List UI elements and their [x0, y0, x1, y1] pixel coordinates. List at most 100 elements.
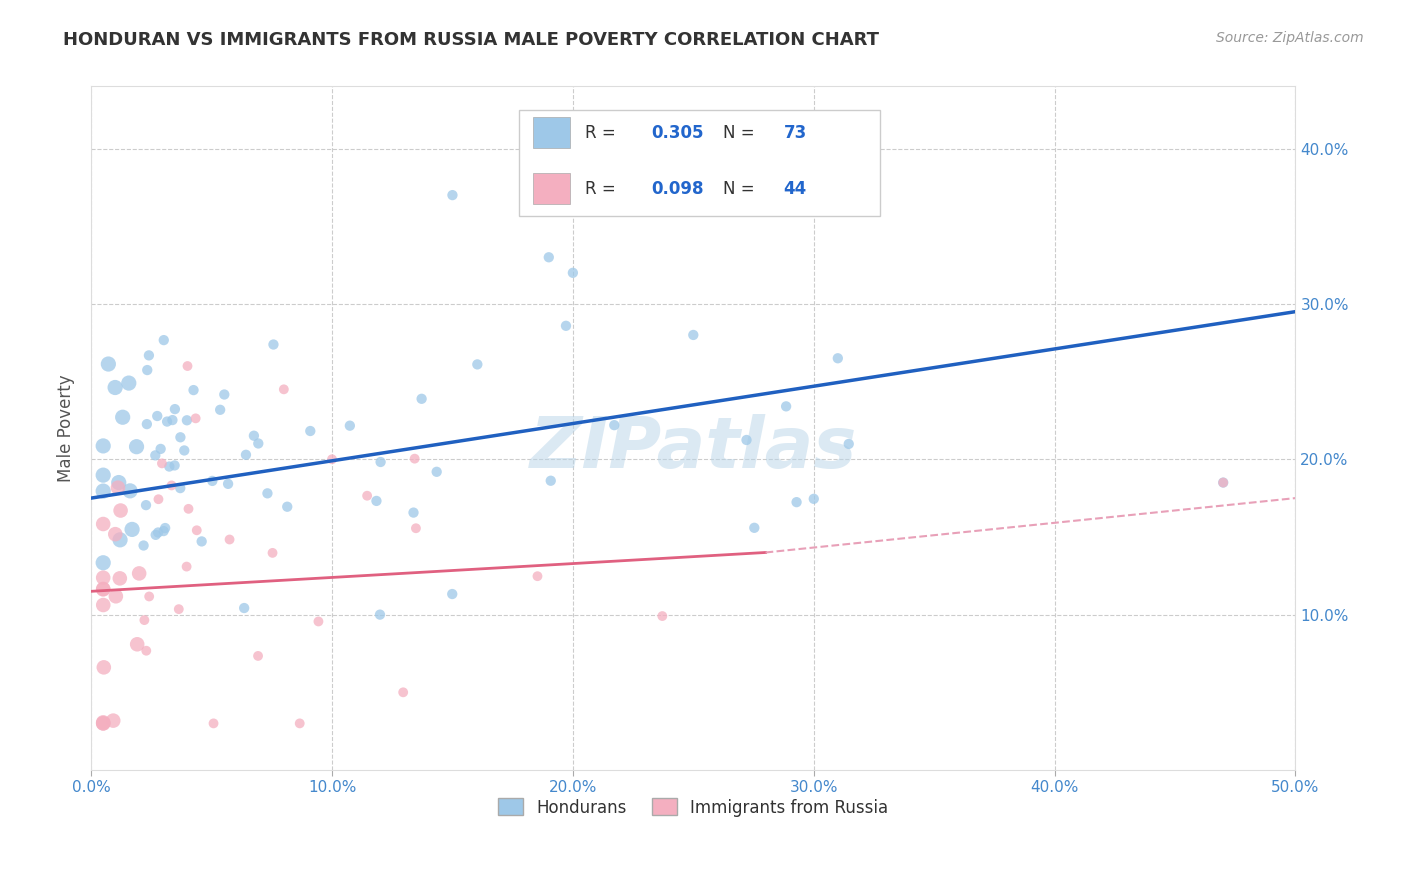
Point [104, 380, 127, 394]
Point [91, 715, 114, 730]
Point [173, 443, 195, 458]
Point [273, 382, 295, 396]
Point [150, 456, 173, 470]
Point [153, 521, 176, 535]
Point [1212, 475, 1234, 490]
Point [135, 498, 157, 512]
Point [209, 402, 232, 417]
Point [405, 521, 427, 535]
Point [243, 428, 266, 442]
Text: 0.305: 0.305 [651, 123, 703, 142]
Point [392, 685, 415, 699]
Point [682, 328, 704, 343]
Point [1212, 475, 1234, 490]
Text: ZIPatlas: ZIPatlas [530, 414, 858, 483]
Point [177, 501, 200, 516]
Point [145, 528, 167, 542]
Point [169, 481, 191, 495]
Point [526, 569, 548, 583]
Text: 73: 73 [783, 123, 807, 142]
Point [214, 387, 236, 401]
Point [370, 455, 392, 469]
Point [247, 436, 270, 450]
Point [169, 430, 191, 444]
Point [184, 411, 207, 425]
Point [167, 602, 190, 616]
Point [110, 503, 132, 517]
Point [555, 318, 578, 333]
Text: 0.098: 0.098 [651, 179, 703, 197]
Point [91, 716, 114, 731]
Point [132, 539, 155, 553]
Point [262, 337, 284, 351]
Point [603, 418, 626, 433]
Point [152, 333, 174, 347]
Point [91, 484, 114, 499]
Point [157, 459, 180, 474]
Point [201, 474, 224, 488]
Point [91, 571, 114, 585]
Point [91, 598, 114, 612]
Point [368, 607, 391, 622]
Point [143, 449, 166, 463]
Point [218, 533, 240, 547]
Point [651, 609, 673, 624]
Point [108, 533, 131, 547]
Point [91, 582, 114, 597]
Point [786, 495, 808, 509]
Text: 44: 44 [783, 179, 807, 197]
Point [135, 644, 157, 658]
Point [288, 716, 311, 731]
FancyBboxPatch shape [533, 117, 571, 148]
Point [138, 590, 160, 604]
Point [321, 452, 343, 467]
Point [299, 424, 322, 438]
Point [366, 494, 388, 508]
Point [176, 413, 198, 427]
FancyBboxPatch shape [533, 173, 571, 204]
Point [91, 439, 114, 453]
Point [256, 486, 278, 500]
Point [233, 601, 256, 615]
Point [93, 660, 115, 674]
Point [91, 582, 114, 596]
Point [467, 358, 489, 372]
Point [247, 648, 270, 663]
Point [186, 523, 208, 537]
Point [104, 589, 127, 603]
Point [163, 402, 186, 417]
Point [134, 613, 156, 627]
Point [217, 476, 239, 491]
Point [838, 437, 860, 451]
Point [276, 500, 298, 514]
Point [162, 413, 184, 427]
Point [262, 546, 284, 560]
Text: R =: R = [585, 123, 621, 142]
Point [103, 714, 125, 728]
Point [202, 716, 225, 731]
Point [827, 351, 849, 366]
Point [121, 523, 143, 537]
Point [540, 474, 562, 488]
Point [128, 566, 150, 581]
Point [149, 442, 172, 456]
Point [775, 400, 797, 414]
Point [411, 392, 433, 406]
Point [160, 478, 183, 492]
Point [91, 468, 114, 483]
Point [356, 489, 378, 503]
Point [97, 357, 120, 371]
Point [120, 483, 142, 498]
Point [176, 559, 198, 574]
Point [146, 525, 169, 540]
Point [91, 516, 114, 531]
Text: HONDURAN VS IMMIGRANTS FROM RUSSIA MALE POVERTY CORRELATION CHART: HONDURAN VS IMMIGRANTS FROM RUSSIA MALE … [63, 31, 879, 49]
Point [537, 250, 560, 264]
Point [803, 491, 825, 506]
Point [235, 448, 257, 462]
Point [561, 266, 583, 280]
Point [125, 440, 148, 454]
Point [183, 383, 205, 397]
Point [91, 556, 114, 570]
Point [107, 475, 129, 490]
